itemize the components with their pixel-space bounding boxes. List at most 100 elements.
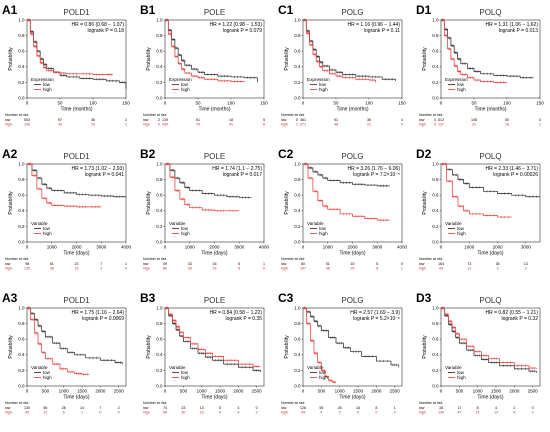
y-tick-label: 0.4 (432, 208, 439, 213)
risk-count: 5 (376, 262, 378, 266)
x-tick-label: 2500 (390, 389, 401, 394)
y-tick-label: 0.2 (294, 224, 301, 229)
risk-count: 23 (75, 262, 79, 266)
x-axis-label: Time (days) (201, 251, 228, 257)
y-tick-label: 0.8 (156, 177, 163, 182)
logrank-p-text: logrank P = 0.00026 (493, 172, 538, 178)
risk-row-label-low: low (143, 118, 149, 122)
x-tick-label: 50 (471, 101, 477, 106)
risk-count: 1 (263, 262, 265, 266)
logrank-p-text: logrank P = 0.11 (364, 28, 400, 34)
y-tick-label: 0.8 (18, 33, 25, 38)
risk-count: 4 (401, 118, 403, 122)
y-tick-label: 1.0 (156, 161, 163, 166)
gene-title: POLE (204, 8, 225, 17)
x-tick-label: 0 (440, 101, 443, 106)
legend-label-high: high (181, 375, 190, 380)
x-tick-label: 1500 (77, 389, 88, 394)
risk-count: 8 (376, 267, 378, 271)
legend-label-high: high (457, 375, 466, 380)
risk-table-title: Number at risk (5, 113, 29, 117)
gene-title: POLD1 (63, 296, 90, 305)
km-panel-d2: D2 POLQ 0.0 0.2 0.4 0.6 0.8 1.0 0 1000 2000 3000 Pro… (416, 147, 541, 271)
risk-row-label-high: high (419, 123, 426, 127)
risk-count: 33 (188, 262, 192, 266)
logrank-p-text: logrank P = 5.2×10⁻⁶ (353, 316, 400, 322)
logrank-p-text: logrank P = 0.0069 (82, 316, 124, 322)
legend-title: Expression (169, 77, 192, 82)
panel-label: C1 (278, 3, 294, 17)
km-panel-a2: A2 POLD1 0.0 0.2 0.4 0.6 0.8 1.0 0 1000 2000 3000 40… (2, 147, 132, 271)
y-tick-label: 0.6 (18, 49, 25, 54)
y-tick-label: 1.0 (294, 161, 301, 166)
legend-label-high: high (43, 87, 52, 92)
km-curve-high (303, 19, 376, 83)
risk-count: 5 (238, 262, 240, 266)
x-tick-label: 100 (503, 101, 511, 106)
y-tick-label: 0.2 (18, 80, 25, 85)
risk-row-label-high: high (5, 267, 12, 271)
x-tick-label: 50 (57, 101, 63, 106)
risk-count: 91 (334, 118, 338, 122)
panel-label: C3 (278, 291, 294, 305)
risk-count: 48 (334, 123, 338, 127)
x-axis-label: Time (days) (63, 251, 90, 257)
y-tick-label: 0.4 (156, 352, 163, 357)
risk-count: 30 (181, 411, 185, 415)
y-axis-label: Probability (284, 191, 290, 215)
x-axis-label: Time (months) (60, 107, 92, 113)
km-curve-high (441, 307, 537, 369)
y-tick-label: 0.4 (156, 64, 163, 69)
y-tick-label: 1.0 (432, 305, 439, 310)
x-tick-label: 150 (398, 101, 406, 106)
hazard-ratio-text: HR = 2.57 (1.69 − 3.9) (350, 310, 400, 316)
panel-label: B3 (140, 291, 156, 305)
x-tick-label: 2000 (209, 245, 220, 250)
x-axis-label: Time (days) (63, 395, 90, 401)
y-tick-label: 0.6 (294, 49, 301, 54)
risk-row-label-low: low (281, 118, 287, 122)
risk-count: 80 (301, 262, 305, 266)
x-tick-label: 1000 (197, 389, 208, 394)
hazard-ratio-text: HR = 1.75 (1.16 − 2.64) (71, 310, 124, 316)
risk-count: 146 (24, 123, 30, 127)
km-curve-high (165, 19, 245, 83)
risk-count: 36 (367, 118, 371, 122)
km-curve-high (27, 163, 102, 208)
panel-label: A2 (2, 147, 18, 161)
y-axis-label: Probability (422, 47, 428, 71)
panel-label: A3 (2, 291, 18, 305)
km-curve-low (303, 163, 390, 187)
risk-count: 137 (438, 123, 444, 127)
x-tick-label: 3000 (521, 245, 532, 250)
risk-row-label-high: high (5, 411, 12, 415)
legend-label-low: low (457, 82, 465, 87)
risk-row-label-low: low (5, 118, 11, 122)
x-tick-label: 0 (302, 245, 305, 250)
risk-count: 48 (326, 267, 330, 271)
x-tick-label: 4000 (259, 245, 270, 250)
risk-count: 41 (229, 123, 233, 127)
x-axis-label: Time (days) (201, 395, 228, 401)
risk-table-title: Number at risk (419, 113, 443, 117)
y-tick-label: 0.2 (294, 368, 301, 373)
y-tick-label: 0.6 (294, 193, 301, 198)
y-axis-label: Probability (422, 191, 428, 215)
risk-count: 28 (62, 406, 66, 410)
hazard-ratio-text: HR = 2.33 (1.46 − 3.71) (485, 166, 538, 172)
legend-title: Variable (307, 365, 324, 370)
censor-marks-low (165, 306, 259, 372)
risk-count: 0 (357, 411, 359, 415)
risk-table-title: Number at risk (281, 113, 305, 117)
risk-count: 108 (471, 118, 477, 122)
y-tick-label: 0.6 (156, 193, 163, 198)
risk-count: 0 (339, 411, 341, 415)
y-tick-label: 0.2 (18, 368, 25, 373)
censor-marks-high (442, 162, 509, 219)
risk-count: 0 (158, 123, 160, 127)
censor-marks-low (441, 18, 531, 79)
y-tick-label: 0.0 (432, 383, 439, 388)
risk-count: 15 (75, 267, 79, 271)
gene-title: POLE (204, 152, 225, 161)
y-tick-label: 1.0 (156, 305, 163, 310)
